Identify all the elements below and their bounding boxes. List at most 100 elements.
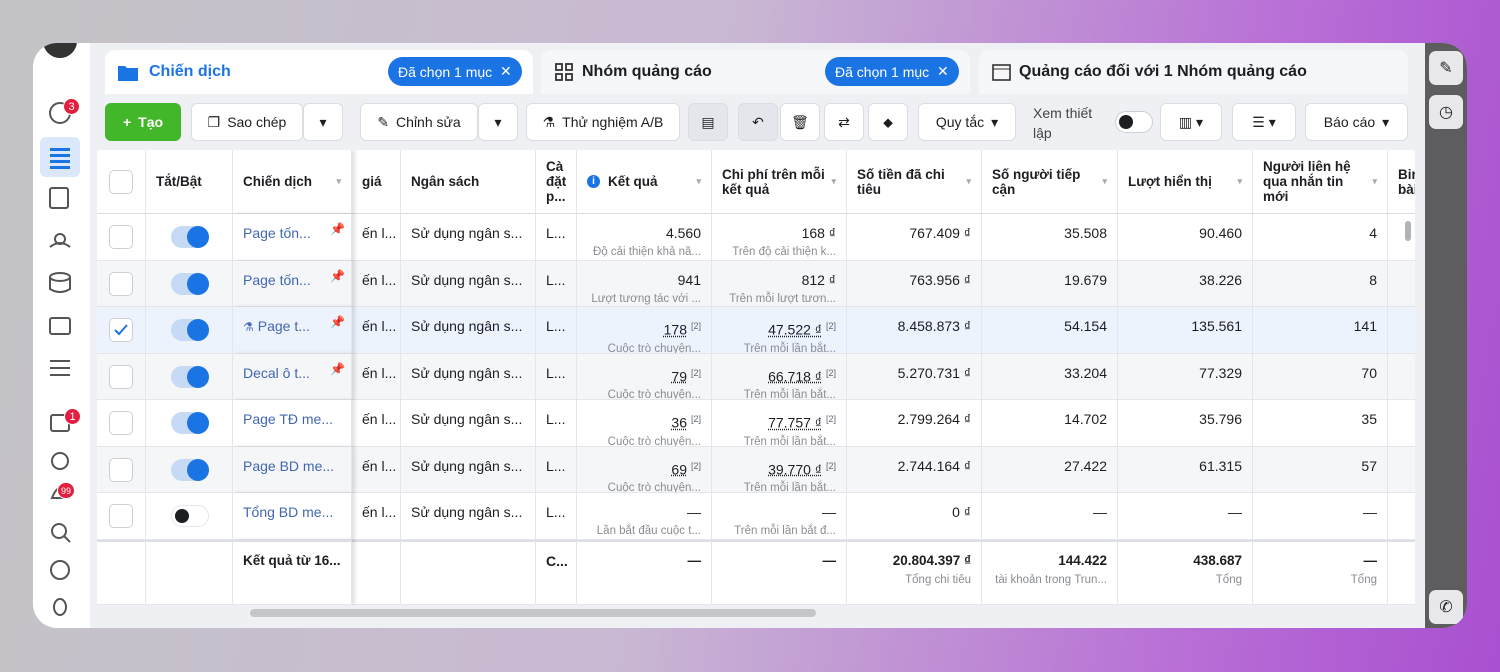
checkbox[interactable] <box>109 271 133 296</box>
button-label: Tạo <box>138 114 164 130</box>
dropdown[interactable]: ▾ <box>478 103 518 141</box>
edit-button[interactable]: ✎ Chỉnh sửa <box>360 103 478 141</box>
toggle-knob <box>187 412 209 434</box>
checkbox[interactable] <box>109 169 133 194</box>
toggle[interactable] <box>171 226 209 248</box>
selection-pill[interactable]: Đã chọn 1 mục ✕ <box>388 57 522 86</box>
cell: ến l... <box>352 214 401 261</box>
toggle[interactable] <box>171 272 209 295</box>
cell-value: 4.560 <box>587 224 701 242</box>
cell: ⚗ Page t... 📌 <box>233 307 352 354</box>
cell: — <box>1253 493 1388 540</box>
value-text: 69 <box>671 461 687 478</box>
icon-button[interactable]: 🗑 <box>780 103 820 141</box>
cell-subtext: Lần bắt đầu cuộc t... <box>596 525 701 537</box>
toggle-knob <box>175 509 189 523</box>
cell <box>146 493 233 540</box>
footer-cell: 144.422 tài khoản trong Trun... <box>982 539 1118 605</box>
cell-value: 47.522 ₫ [2] <box>722 317 836 339</box>
cell-value: L... <box>546 271 566 289</box>
cell-subtext: Tổng <box>1350 573 1377 586</box>
cell: 135.561 <box>1118 307 1253 354</box>
cell <box>1388 446 1415 493</box>
cell-value: 5.270.731 ₫ <box>857 364 971 382</box>
checkbox[interactable] <box>109 364 133 389</box>
reports-button[interactable]: Báo cáo ▾ <box>1305 103 1408 141</box>
footer-cell <box>97 539 146 605</box>
cell: — <box>1118 493 1253 540</box>
checkbox[interactable] <box>109 504 133 528</box>
toggle[interactable] <box>171 458 209 481</box>
toggle[interactable] <box>171 365 209 388</box>
cell-value: ến l... <box>362 317 396 335</box>
checkbox[interactable] <box>109 411 133 435</box>
cell-value: ến l... <box>362 503 396 521</box>
cell: 36 [2] Cuộc trò chuyện... <box>577 400 712 447</box>
header-label: giá <box>362 174 382 189</box>
checkbox[interactable] <box>109 318 133 342</box>
edit-icon[interactable]: ✎ <box>1429 51 1463 85</box>
value-text: 19.679 <box>1064 271 1107 288</box>
duplicate-button[interactable]: ❐ Sao chép <box>191 103 303 141</box>
value-text: 141 <box>1353 318 1377 334</box>
cell: 812 ₫ Trên mỗi lượt tươn... <box>712 260 847 307</box>
breakdown-button[interactable]: ☰ ▾ <box>1232 103 1296 141</box>
badge: 1 <box>64 408 81 425</box>
sort-icon: ▾ <box>966 176 971 186</box>
value-text: 2.744.164 ₫ <box>897 457 971 474</box>
cell: Decal ô t... 📌 <box>233 353 352 400</box>
cell-value: Decal ô t... <box>243 364 341 382</box>
cell-subtext: Cuộc trò chuyện... <box>607 342 701 354</box>
badge: 3 <box>63 98 80 115</box>
icon-button[interactable]: ▤ <box>688 103 728 141</box>
cell-value: 79 [2] <box>587 364 701 386</box>
header-label: Cà đặt p... <box>546 159 567 204</box>
cell: Page tốn... 📌 <box>233 260 352 307</box>
ab-test-button[interactable]: ⚗ Thử nghiệm A/B <box>526 103 680 141</box>
cell: ến l... <box>352 307 401 354</box>
cell-value: — <box>992 503 1107 521</box>
cell: 54.154 <box>982 307 1118 354</box>
call-icon[interactable]: ✆ <box>1429 590 1463 624</box>
cell: 763.956 ₫ <box>847 260 982 307</box>
cell: 0 ₫ <box>847 493 982 540</box>
icon-button[interactable]: ⬥ <box>868 103 908 141</box>
icon-button[interactable]: ⇄ <box>824 103 864 141</box>
tab[interactable]: Quảng cáo đối với 1 Nhóm quảng cáo <box>979 50 1408 94</box>
checkbox[interactable] <box>109 457 133 482</box>
cell-value: 141 <box>1263 317 1377 335</box>
value-text: ến l... <box>362 411 397 427</box>
cell-value: Page TĐ me... <box>243 410 341 428</box>
toggle-knob <box>187 458 209 481</box>
note: [2] <box>825 414 836 424</box>
cell: Sử dụng ngân s... <box>401 493 536 540</box>
cell <box>97 353 146 400</box>
value-text: Page t... <box>257 318 310 334</box>
cell-value: 144.422 <box>992 552 1107 570</box>
value-text: 90.460 <box>1199 225 1242 241</box>
cell-value: 39.770 ₫ [2] <box>722 457 836 479</box>
header-cell: Chi phí trên mỗi kết quả ▾ <box>712 150 847 214</box>
tab[interactable]: Chiến dịch Đã chọn 1 mục ✕ <box>105 50 533 94</box>
toggle[interactable] <box>1115 111 1153 133</box>
cell-subtext: Độ cải thiện khả nă... <box>592 246 701 258</box>
cell: 57 <box>1253 446 1388 493</box>
value-text: — <box>687 552 702 568</box>
toggle[interactable] <box>171 412 209 434</box>
toggle[interactable] <box>171 319 209 341</box>
icon-button[interactable]: ↶ <box>738 103 778 141</box>
checkbox[interactable] <box>109 225 133 249</box>
create-button[interactable]: + Tạo <box>105 103 181 141</box>
value-text: 812 ₫ <box>801 271 836 288</box>
cell: 4 <box>1253 214 1388 261</box>
selection-pill[interactable]: Đã chọn 1 mục ✕ <box>825 57 959 86</box>
header-cell: Số người tiếp cận ▾ <box>982 150 1118 214</box>
rules-button[interactable]: Quy tắc ▾ <box>918 103 1016 141</box>
history-icon[interactable]: ◷ <box>1429 95 1463 129</box>
toggle[interactable] <box>171 505 209 527</box>
columns-button[interactable]: ▥ ▾ <box>1160 103 1222 141</box>
footer-cell: 438.687 Tổng <box>1118 539 1253 605</box>
value-text: ến l... <box>362 457 397 474</box>
dropdown[interactable]: ▾ <box>303 103 343 141</box>
tab[interactable]: Nhóm quảng cáo Đã chọn 1 mục ✕ <box>541 50 970 94</box>
